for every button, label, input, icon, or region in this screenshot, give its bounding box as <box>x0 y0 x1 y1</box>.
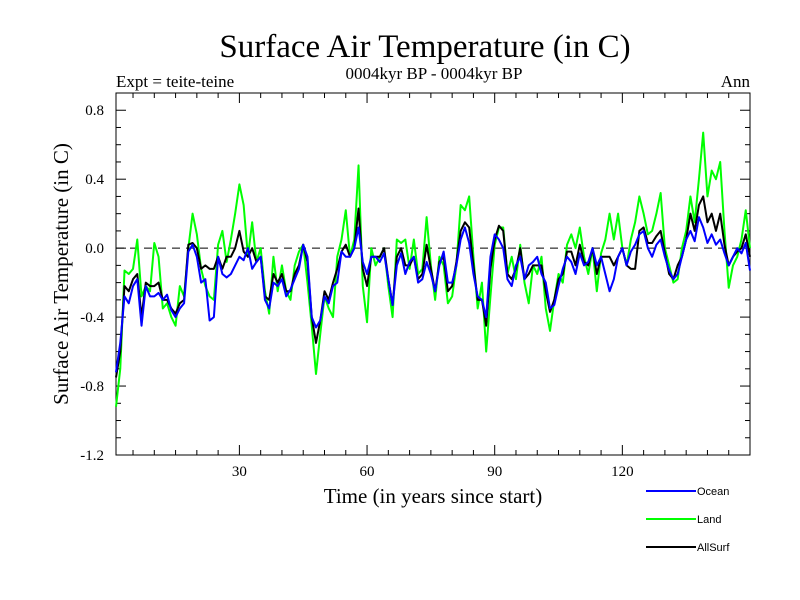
x-tick-label: 90 <box>487 464 502 480</box>
y-tick-label: -1.2 <box>80 448 104 464</box>
y-tick-label: 0.8 <box>85 103 104 119</box>
season-label: Ann <box>721 72 751 91</box>
y-tick-label: 0.0 <box>85 241 104 257</box>
x-tick-label: 30 <box>232 464 247 480</box>
y-tick-label: -0.4 <box>80 310 104 326</box>
series-line-ocean <box>115 216 751 373</box>
y-tick-label: 0.4 <box>85 172 104 188</box>
experiment-label: Expt = teite-teine <box>116 72 234 91</box>
legend: Ocean Land AllSurf <box>646 486 730 554</box>
x-axis-label: Time (in years since start) <box>324 484 543 508</box>
plot-area <box>115 92 751 456</box>
legend-label: Land <box>697 514 721 526</box>
series-lines <box>115 131 751 407</box>
legend-item-ocean: Ocean <box>646 486 729 498</box>
x-tick-label: 60 <box>360 464 375 480</box>
legend-item-land: Land <box>646 514 721 526</box>
legend-label: AllSurf <box>697 542 730 554</box>
legend-label: Ocean <box>697 486 729 498</box>
chart-subtitle: 0004kyr BP - 0004kyr BP <box>346 64 523 83</box>
y-axis-label: Surface Air Temperature (in C) <box>49 143 73 405</box>
x-tick-label: 120 <box>611 464 634 480</box>
chart-title: Surface Air Temperature (in C) <box>219 29 630 65</box>
y-tick-label: -0.8 <box>80 379 104 395</box>
legend-item-allsurf: AllSurf <box>646 542 730 554</box>
axis-ticks <box>116 93 750 456</box>
tick-labels: 30 60 90 120 -1.2 -0.8 -0.4 0.0 0.4 0.8 <box>80 103 633 480</box>
plot-frame <box>115 92 751 456</box>
